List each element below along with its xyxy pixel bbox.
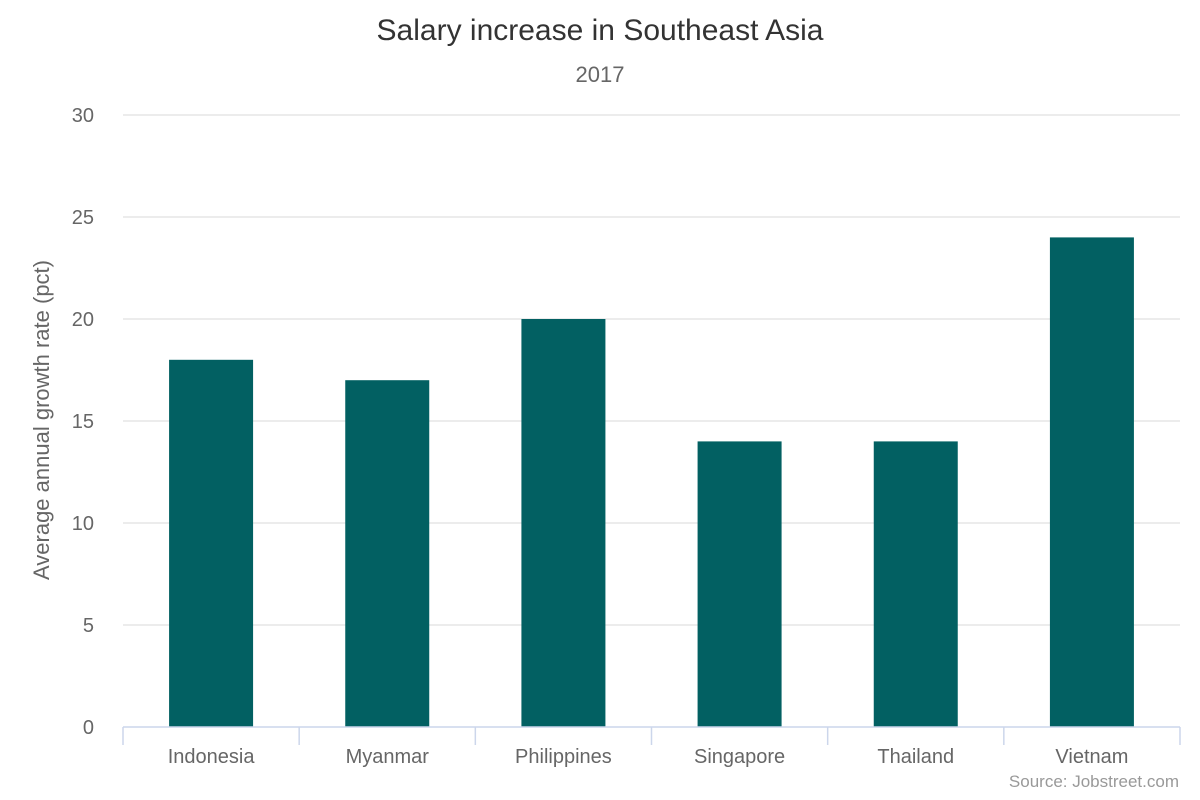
y-tick-label: 15 — [72, 411, 94, 433]
chart-title: Salary increase in Southeast Asia — [376, 14, 824, 47]
x-tick-label: Philippines — [515, 746, 612, 768]
y-tick-label: 5 — [83, 615, 94, 637]
y-tick-label: 0 — [83, 717, 94, 739]
bar-singapore[interactable] — [697, 441, 782, 727]
x-axis-labels: Indonesia Myanmar Philippines Singapore Thai… — [168, 746, 1129, 768]
chart-subtitle: 2017 — [575, 62, 625, 87]
bar-series — [169, 237, 1134, 727]
gridlines — [123, 114, 1180, 626]
x-tick-label: Vietnam — [1055, 746, 1128, 768]
y-tick-label: 30 — [72, 105, 94, 127]
x-axis — [122, 726, 1181, 745]
x-tick-label: Thailand — [877, 746, 954, 768]
y-tick-label: 10 — [72, 513, 94, 535]
y-axis-ticks: 0 5 10 15 20 25 30 — [72, 105, 94, 739]
bar-indonesia[interactable] — [169, 359, 254, 727]
x-tick-label: Singapore — [694, 746, 785, 768]
y-tick-label: 25 — [72, 207, 94, 229]
source-credit[interactable]: Source: Jobstreet.com — [1008, 772, 1179, 791]
y-tick-label: 20 — [72, 309, 94, 331]
bar-thailand[interactable] — [873, 441, 958, 727]
bar-myanmar[interactable] — [345, 380, 430, 727]
bar-vietnam[interactable] — [1049, 237, 1134, 727]
bar-philippines[interactable] — [521, 319, 606, 727]
x-tick-label: Myanmar — [346, 746, 430, 768]
x-tick-label: Indonesia — [168, 746, 256, 768]
